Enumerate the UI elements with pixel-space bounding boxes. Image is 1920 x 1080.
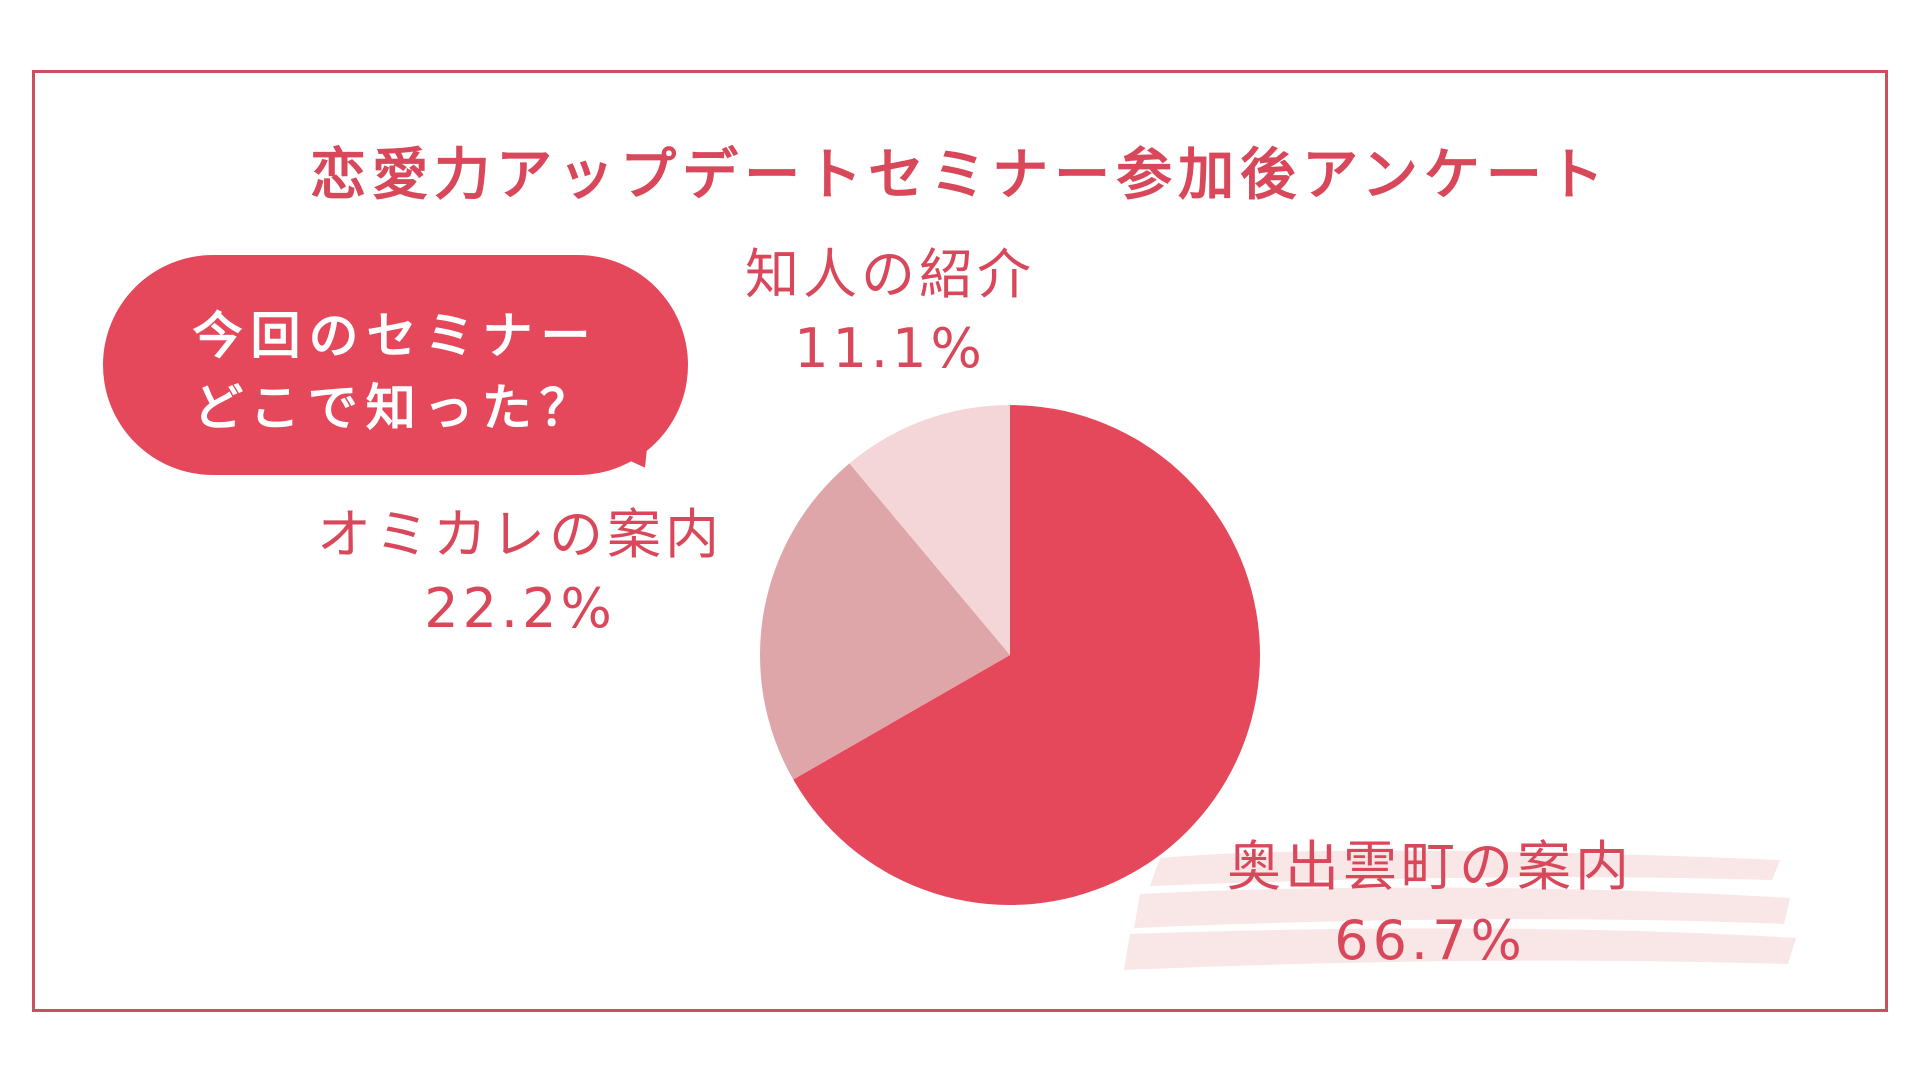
chart-frame [32, 70, 1888, 1012]
slice-label-chiji-name: 知人の紹介 [745, 243, 1035, 306]
question-line-1: 今回のセミナー [192, 307, 599, 365]
highlight-brush [1124, 850, 1796, 970]
slice-label-omikare-name: オミカレの案内 [317, 503, 723, 566]
pie-slice-omikare [760, 463, 1010, 780]
slice-label-okuizumo-value: 66.7% [1334, 909, 1526, 972]
pie-slice-okuizumo [793, 405, 1260, 905]
slice-label-omikare-value: 22.2% [424, 577, 616, 640]
slice-label-okuizumo-name: 奥出雲町の案内 [1227, 835, 1633, 898]
question-line-2: どこで知った？ [193, 379, 598, 437]
slice-label-chiji-value: 11.1% [794, 317, 986, 380]
chart-title: 恋愛力アップデートセミナー参加後アンケート [310, 143, 1610, 208]
pie-slice-chiji [849, 405, 1010, 655]
slice-label-okuizumo: 奥出雲町の案内 66.7% [1150, 830, 1710, 978]
slice-label-chiji: 知人の紹介 11.1% [700, 238, 1080, 386]
question-bubble: 今回のセミナー どこで知った？ [103, 255, 688, 475]
slice-label-omikare: オミカレの案内 22.2% [280, 498, 760, 646]
